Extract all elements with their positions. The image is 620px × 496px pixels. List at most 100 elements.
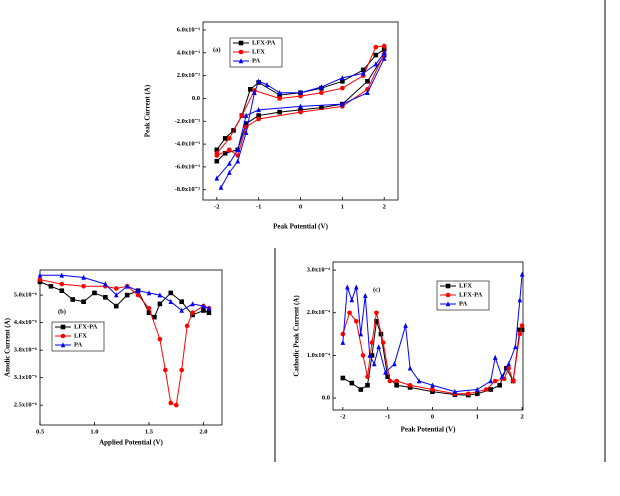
marker <box>483 387 489 392</box>
marker <box>81 283 86 289</box>
marker <box>168 298 174 305</box>
marker <box>227 160 232 166</box>
marker <box>349 297 355 303</box>
marker <box>60 342 66 348</box>
marker <box>222 136 228 141</box>
marker <box>298 109 303 115</box>
marker <box>277 109 282 115</box>
series-line <box>216 45 385 157</box>
marker <box>497 382 502 388</box>
x-axis-label: Applied Potential (V) <box>99 439 163 447</box>
marker <box>179 299 184 305</box>
marker <box>179 307 184 313</box>
y-tick-label: 0.0 <box>322 395 330 402</box>
marker <box>256 116 261 122</box>
marker <box>492 354 498 360</box>
marker <box>519 271 525 277</box>
marker <box>374 310 379 316</box>
marker <box>373 44 379 50</box>
marker <box>37 272 43 278</box>
marker <box>235 146 241 153</box>
marker <box>445 292 451 298</box>
marker <box>227 169 232 175</box>
marker <box>381 43 387 49</box>
legend-label: LFX <box>459 282 472 289</box>
marker <box>277 89 282 96</box>
marker <box>184 323 190 329</box>
marker <box>173 402 179 408</box>
marker <box>517 297 523 303</box>
marker <box>243 121 249 126</box>
y-tick-label: 5.0x10⁻⁶ <box>14 292 37 299</box>
marker <box>206 310 212 316</box>
y-axis-label: Cathodic Peak Current (A) <box>293 295 301 377</box>
marker <box>340 75 345 81</box>
marker <box>214 158 220 164</box>
marker <box>256 107 261 113</box>
marker <box>247 87 253 92</box>
marker <box>358 331 364 337</box>
legend-label: PA <box>74 341 82 348</box>
marker <box>190 310 195 316</box>
marker <box>354 284 359 290</box>
marker <box>383 369 388 375</box>
panel-label: (b) <box>58 308 66 315</box>
marker <box>135 292 141 298</box>
marker <box>340 79 345 84</box>
marker <box>430 382 435 388</box>
x-tick-label: 0.5 <box>36 428 45 435</box>
marker <box>201 303 206 309</box>
marker <box>365 89 370 96</box>
panel-label: (c) <box>373 286 380 293</box>
marker <box>157 336 163 342</box>
marker <box>374 318 379 324</box>
marker <box>360 67 366 73</box>
marker <box>146 290 152 296</box>
x-tick-label: -2 <box>214 203 219 210</box>
panel-label: (a) <box>213 46 221 53</box>
marker <box>214 153 220 158</box>
y-tick-label: 4.0x10⁻³ <box>177 49 200 56</box>
legend-label: PA <box>252 57 260 64</box>
series-line <box>342 274 523 393</box>
marker <box>488 387 494 392</box>
marker <box>168 290 174 296</box>
marker <box>385 374 390 380</box>
x-axis-label: Peak Potential (V) <box>401 426 456 434</box>
marker <box>152 314 157 320</box>
y-axis-label: Anodic Current (A) <box>4 317 12 377</box>
marker <box>59 272 65 278</box>
x-tick-label: 2.0 <box>199 428 207 435</box>
marker <box>466 391 471 397</box>
marker <box>60 324 66 330</box>
marker <box>376 344 382 350</box>
marker <box>206 305 212 311</box>
marker <box>403 322 408 328</box>
x-tick-label: 1 <box>476 413 479 420</box>
marker <box>365 79 370 84</box>
marker <box>59 281 65 287</box>
x-tick-label: 1 <box>341 203 344 210</box>
marker <box>369 353 375 358</box>
marker <box>59 288 65 293</box>
x-tick-label: 2 <box>383 203 386 210</box>
y-tick-label: 2.0x10⁻⁴ <box>307 309 330 316</box>
marker <box>124 292 130 298</box>
marker <box>243 129 249 135</box>
marker <box>371 361 377 367</box>
marker <box>319 90 324 96</box>
marker <box>416 378 422 384</box>
legend-label: LFX-PA <box>74 323 98 330</box>
marker <box>392 361 397 367</box>
marker <box>227 147 232 153</box>
marker <box>298 89 303 96</box>
y-tick-label: 0.0 <box>192 95 200 102</box>
y-tick-label: 1.0x10⁻⁴ <box>307 352 330 359</box>
marker <box>407 365 413 371</box>
y-tick-label: 2.5x10⁻⁶ <box>14 402 37 409</box>
legend-label: LFX <box>74 332 87 339</box>
marker <box>365 374 370 380</box>
x-tick-label: 2 <box>520 413 523 420</box>
marker <box>37 277 43 282</box>
y-tick-label: 6.0x10⁻³ <box>177 26 200 33</box>
